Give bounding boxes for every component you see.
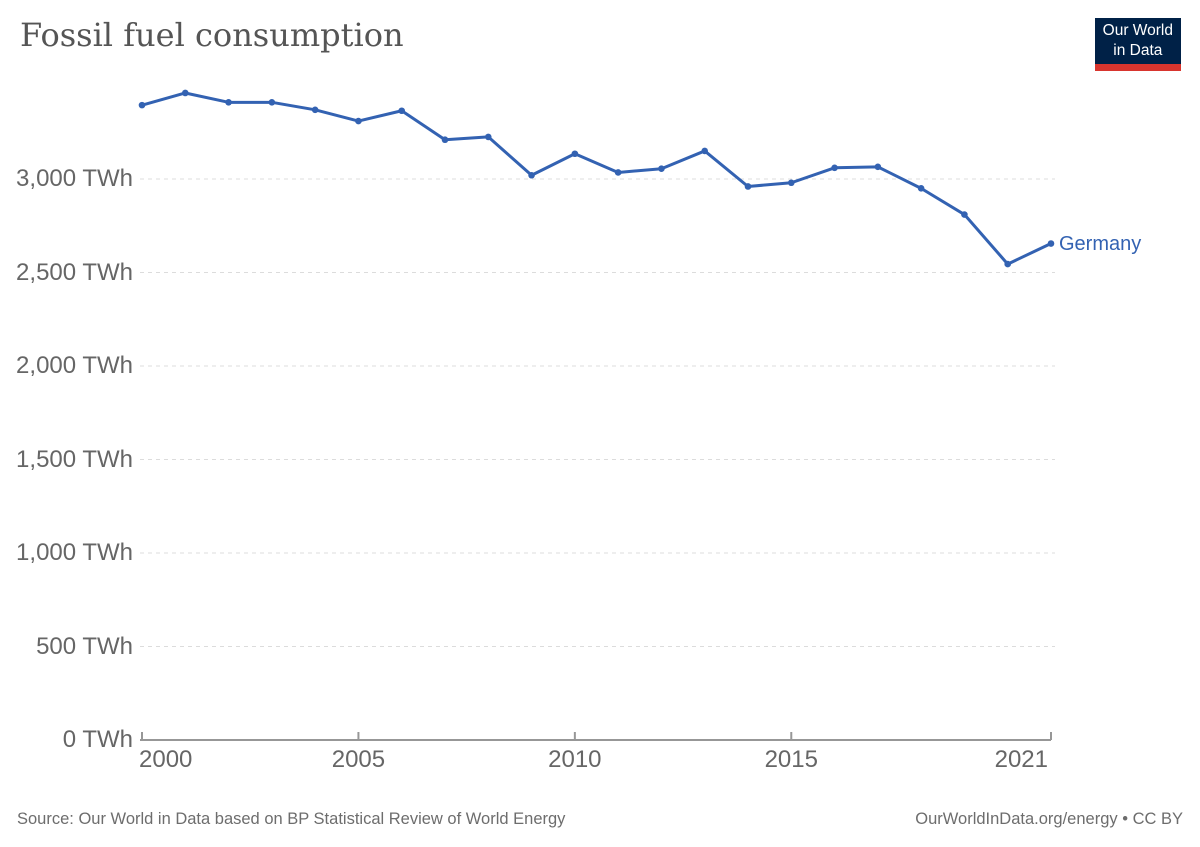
x-axis-label: 2010 xyxy=(548,746,602,773)
data-point xyxy=(311,106,319,114)
source-note: Source: Our World in Data based on BP St… xyxy=(17,810,566,828)
data-point xyxy=(225,99,232,106)
data-point xyxy=(831,164,838,172)
y-axis-label: 2,000 TWh xyxy=(16,352,133,379)
y-axis-label: 0 TWh xyxy=(62,726,133,753)
data-point xyxy=(1047,240,1055,247)
series-label-germany: Germany xyxy=(1059,232,1142,255)
x-axis-label: 2015 xyxy=(764,746,818,773)
x-axis-label: 2005 xyxy=(331,746,386,773)
data-point xyxy=(181,89,189,97)
data-point xyxy=(961,211,968,218)
data-point xyxy=(874,163,882,171)
data-point xyxy=(355,117,362,125)
page-footer: Source: Our World in Data based on BP St… xyxy=(17,810,1183,829)
data-point xyxy=(744,183,752,190)
x-axis-label: 2021 xyxy=(994,746,1048,773)
data-point xyxy=(398,107,406,115)
data-point xyxy=(701,147,709,155)
data-point xyxy=(138,101,146,109)
y-axis-label: 2,500 TWh xyxy=(16,258,133,286)
x-axis-label: 2000 xyxy=(139,746,193,773)
data-point xyxy=(484,133,492,141)
owid-logo-line1: Our World xyxy=(1102,22,1173,39)
data-point xyxy=(528,171,535,179)
data-line xyxy=(140,91,1053,266)
data-point xyxy=(441,136,449,144)
data-point xyxy=(571,150,579,158)
data-point xyxy=(614,169,622,176)
owid-logo-line2: in Data xyxy=(1113,41,1163,59)
data-point xyxy=(268,99,276,106)
y-axis-label: 1,500 TWh xyxy=(16,445,133,473)
y-axis-label: 1,000 TWh xyxy=(16,539,133,566)
page-title: Fossil fuel consumption xyxy=(20,16,404,54)
license-note: OurWorldInData.org/energy • CC BY xyxy=(915,810,1183,828)
y-axis-label: 3,000 TWh xyxy=(16,165,133,192)
data-point xyxy=(1004,260,1012,268)
y-axis-label: 500 TWh xyxy=(36,632,133,660)
data-point xyxy=(917,185,925,192)
data-point xyxy=(787,179,795,187)
line-chart-svg xyxy=(138,89,1055,741)
data-point xyxy=(658,165,665,173)
owid-logo: Our World in Data xyxy=(1094,18,1181,71)
